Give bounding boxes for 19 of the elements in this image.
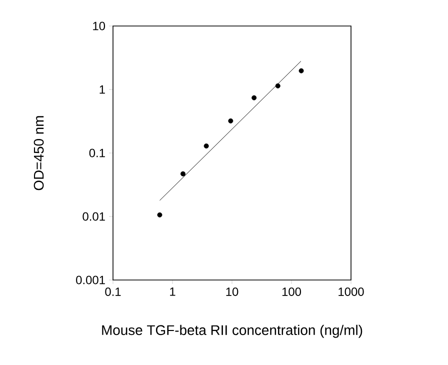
y-tick-label: 1 (100, 85, 105, 94)
point (157, 212, 162, 218)
point (252, 95, 257, 100)
x-tick-label: 10 (226, 288, 238, 296)
x-tick-label: 0.1 (105, 288, 121, 296)
y-tick-label: 0.1 (89, 148, 105, 158)
point (228, 118, 234, 124)
point (204, 143, 209, 148)
y-axis-title: OD=450 nm (34, 116, 44, 190)
point (275, 83, 280, 88)
x-axis-title: Mouse TGF-beta RII concentration (ng/ml) (102, 324, 362, 338)
y-tick-label: 10 (93, 22, 106, 30)
y-tick-label: 0.001 (76, 276, 105, 284)
x-tick-label: 100 (282, 288, 302, 296)
x-tick-label: 1 (170, 288, 176, 296)
point (298, 68, 304, 74)
y-tick-label: 0.01 (82, 212, 105, 221)
point (180, 171, 186, 176)
x-tick-label: 1000 (338, 288, 364, 296)
